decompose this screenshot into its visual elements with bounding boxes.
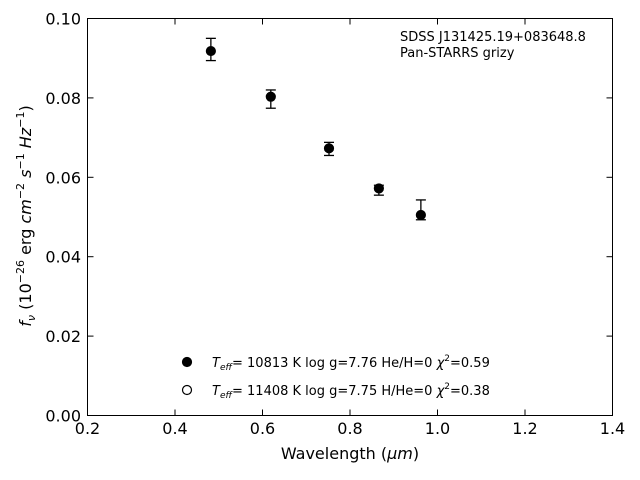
chart-annotation-line-1: SDSS J131425.19+083648.8 <box>400 30 586 45</box>
legend: Teff= 10813 K log g=7.76 He/H=0 χ2=0.59 T… <box>181 354 490 401</box>
y-tick-label: 0.02 <box>45 327 81 346</box>
model-point-filled <box>415 209 426 221</box>
legend-marker-filled <box>181 356 193 368</box>
y-tick-label: 0.10 <box>45 10 81 29</box>
model-point-filled <box>323 143 335 154</box>
y-axis-label: fν (10−26 erg cm−2 s−1 Hz−1) <box>14 105 38 326</box>
legend-entry-label: Teff= 10813 K log g=7.76 He/H=0 χ2=0.59 <box>212 354 490 373</box>
y-tick-label: 0.06 <box>45 168 81 187</box>
y-tick-label: 0.00 <box>45 407 81 426</box>
model-point-filled <box>265 91 276 102</box>
model-point-filled <box>373 183 384 194</box>
x-axis-label: Wavelength (μm) <box>281 444 419 463</box>
axis-ticks: 0.2 0.4 0.6 0.8 1.0 1.2 1.4 0.00 0.02 0.04 0.06 0.0… <box>45 10 625 439</box>
x-tick-label: 1.0 <box>425 419 450 438</box>
x-tick-label: 0.2 <box>75 419 100 438</box>
x-tick-label: 0.6 <box>250 419 275 438</box>
plot-frame <box>87 18 613 416</box>
x-tick-label: 1.2 <box>512 419 537 438</box>
x-tick-label: 0.8 <box>337 419 362 438</box>
x-tick-label: 1.4 <box>600 419 625 438</box>
model-point-filled <box>205 45 216 57</box>
y-tick-label: 0.08 <box>45 89 81 108</box>
legend-entry-label: Teff= 11408 K log g=7.75 H/He=0 χ2=0.38 <box>212 382 490 401</box>
y-tick-label: 0.04 <box>45 248 81 267</box>
x-tick-label: 0.4 <box>162 419 187 438</box>
chart-annotation-line-2: Pan-STARRS grizy <box>400 46 515 61</box>
legend-marker-open <box>181 384 193 396</box>
data-marks <box>205 37 426 221</box>
